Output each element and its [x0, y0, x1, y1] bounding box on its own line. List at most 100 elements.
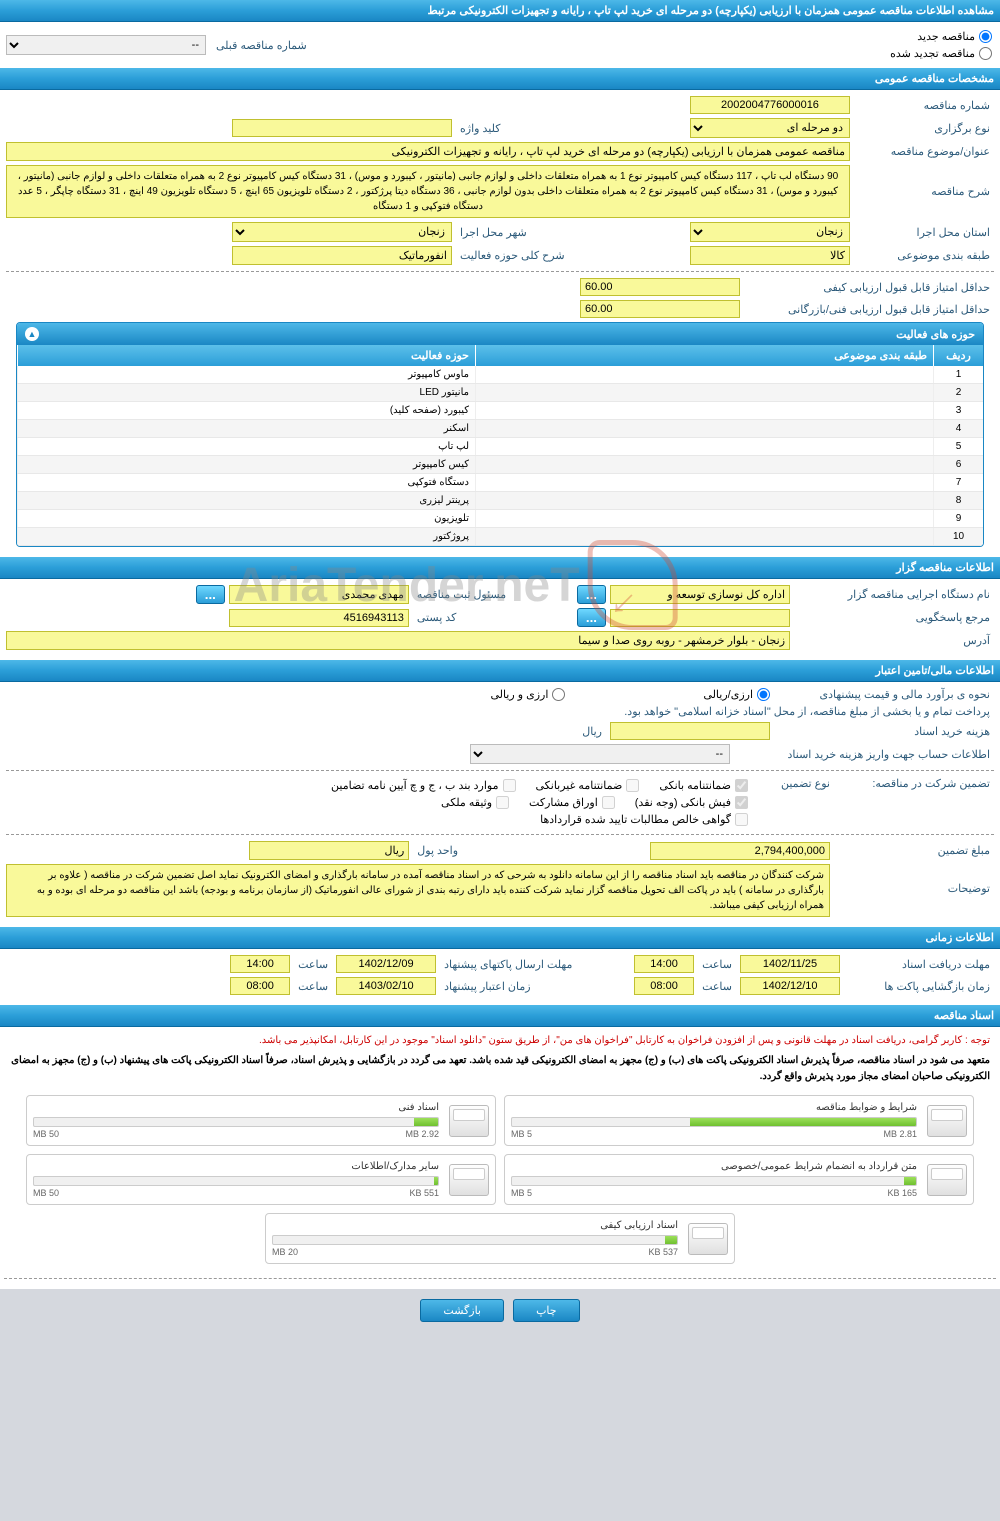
doc-cost-field[interactable]: [610, 722, 770, 740]
holding-type-label: نوع برگزاری: [854, 122, 994, 135]
subject-label: عنوان/موضوع مناقصه: [854, 145, 994, 158]
subject-class-label: طبقه بندی موضوعی: [854, 249, 994, 262]
g1-checkbox[interactable]: ضمانتنامه بانکی: [659, 779, 748, 792]
print-button[interactable]: چاپ: [513, 1299, 580, 1322]
g2-checkbox[interactable]: ضمانتنامه غیربانکی: [536, 779, 640, 792]
cell-cat: [475, 438, 933, 455]
doc-card[interactable]: اسناد فنی 2.92 MB50 MB: [26, 1095, 496, 1146]
description-field: 90 دستگاه لب تاپ ، 117 دستگاه کیس کامپیو…: [6, 165, 850, 218]
registrar-more-button[interactable]: ...: [196, 585, 225, 604]
doc-total: 5 MB: [511, 1129, 532, 1139]
registrar-label: مسئول ثبت مناقصه: [413, 588, 573, 601]
table-row: 10 پروژکتور: [17, 528, 983, 546]
exec-org-field: اداره کل نوسازی توسعه و: [610, 585, 790, 604]
doc-total: 50 MB: [33, 1129, 59, 1139]
send-deadline-label: مهلت ارسال پاکتهای پیشنهاد: [440, 958, 630, 971]
currency-both-radio[interactable]: ارزی و ریالی: [490, 688, 565, 701]
radio-new-tender[interactable]: مناقصه جدید: [917, 30, 992, 43]
description-label: شرح مناقصه: [854, 165, 994, 198]
folder-icon: [449, 1105, 489, 1137]
g7-checkbox[interactable]: گواهی خالص مطالبات تایید شده قراردادها: [540, 813, 748, 826]
send-time-label: ساعت: [294, 958, 332, 971]
doc-progress: [33, 1176, 439, 1186]
radio-new-input[interactable]: [979, 30, 992, 43]
doc-title: شرایط و ضوابط مناقصه: [511, 1102, 917, 1113]
section-docs-title: اسناد مناقصه: [0, 1005, 1000, 1027]
docs-note2: متعهد می شود در اسناد مناقصه، صرفاً پذیر…: [4, 1051, 996, 1087]
doc-card[interactable]: متن قرارداد به انضمام شرایط عمومی/خصوصی …: [504, 1154, 974, 1205]
radio-renewed-tender[interactable]: مناقصه تجدید شده: [890, 47, 992, 60]
cell-cat: [475, 366, 933, 383]
deposit-account-select[interactable]: --: [470, 744, 730, 764]
table-row: 2 مانیتور LED: [17, 384, 983, 402]
radio-renewed-label: مناقصه تجدید شده: [890, 47, 975, 60]
currency-both-label: ارزی و ریالی: [490, 688, 548, 701]
back-button[interactable]: بازگشت: [420, 1299, 504, 1322]
city-exec-select[interactable]: زنجان: [232, 222, 452, 242]
separator: [4, 1278, 996, 1279]
doc-progress: [272, 1235, 678, 1245]
registrar-field: مهدی محمدی: [229, 585, 409, 604]
cell-act: اسکنر: [17, 420, 475, 437]
exec-org-more-button[interactable]: ...: [577, 585, 606, 604]
section-owner-title: اطلاعات مناقصه گزار: [0, 557, 1000, 579]
activity-area-field: انفورماتیک: [232, 246, 452, 265]
open-time-field: 08:00: [634, 977, 694, 995]
min-tech-label: حداقل امتیاز قابل قبول ارزیابی فنی/بازرگ…: [744, 303, 994, 316]
min-tech-field: 60.00: [580, 300, 740, 318]
cell-idx: 5: [933, 438, 983, 455]
doc-used: 2.81 MB: [883, 1129, 917, 1139]
receive-deadline-label: مهلت دریافت اسناد: [844, 958, 994, 971]
g3-checkbox[interactable]: موارد بند ب ، ج و چ آیین نامه تضامین: [331, 779, 515, 792]
province-exec-select[interactable]: زنجان: [690, 222, 850, 242]
min-quality-label: حداقل امتیاز قابل قبول ارزیابی کیفی: [744, 281, 994, 294]
col-idx-header: ردیف: [933, 345, 983, 366]
contact-label: مرجع پاسخگویی: [794, 611, 994, 624]
province-exec-label: استان محل اجرا: [854, 226, 994, 239]
doc-title: اسناد فنی: [33, 1102, 439, 1113]
keyword-field[interactable]: [232, 119, 452, 137]
col-act-header: حوزه فعالیت: [17, 345, 475, 366]
doc-card[interactable]: اسناد ارزیابی کیفی 537 KB20 MB: [265, 1213, 735, 1264]
doc-card[interactable]: شرایط و ضوابط مناقصه 2.81 MB 5 MB: [504, 1095, 974, 1146]
prev-number-select[interactable]: --: [6, 35, 206, 55]
folder-icon: [688, 1223, 728, 1255]
validity-date-field: 1403/02/10: [336, 977, 436, 995]
estimate-label: نحوه ی برآورد مالی و قیمت پیشنهادی: [774, 688, 994, 701]
city-exec-label: شهر محل اجرا: [456, 226, 686, 239]
g6-checkbox[interactable]: وثیقه ملکی: [441, 796, 509, 809]
activity-area-label: شرح کلی حوزه فعالیت: [456, 249, 686, 262]
table-row: 9 تلویزیون: [17, 510, 983, 528]
cell-act: کیس کامپیوتر: [17, 456, 475, 473]
currency-fx-radio[interactable]: ارزی/ریالی: [703, 688, 770, 701]
radio-renewed-input[interactable]: [979, 47, 992, 60]
cell-cat: [475, 492, 933, 509]
doc-total: 20 MB: [272, 1247, 298, 1257]
separator: [6, 770, 994, 771]
doc-cost-label: هزینه خرید اسناد: [774, 725, 994, 738]
money-unit-label: واحد پول: [413, 844, 462, 857]
collapse-icon[interactable]: ▲: [25, 327, 39, 341]
table-row: 5 لپ تاپ: [17, 438, 983, 456]
section-timing-title: اطلاعات زمانی: [0, 927, 1000, 949]
table-row: 3 کیبورد (صفحه کلید): [17, 402, 983, 420]
doc-card[interactable]: سایر مدارک/اطلاعات 551 KB50 MB: [26, 1154, 496, 1205]
currency-fx-label: ارزی/ریالی: [703, 688, 753, 701]
doc-used: 165 KB: [887, 1188, 917, 1198]
g4-checkbox[interactable]: فیش بانکی (وجه نقد): [635, 796, 748, 809]
keyword-label: کلید واژه: [456, 122, 686, 135]
cell-cat: [475, 510, 933, 527]
doc-progress: [511, 1176, 917, 1186]
activity-table: حوزه های فعالیت ▲ ردیف طبقه بندی موضوعی …: [16, 322, 984, 547]
subject-field: مناقصه عمومی همزمان با ارزیابی (یکپارچه)…: [6, 142, 850, 161]
doc-title: سایر مدارک/اطلاعات: [33, 1161, 439, 1172]
g5-checkbox[interactable]: اوراق مشارکت: [529, 796, 615, 809]
contact-more-button[interactable]: ...: [577, 608, 606, 627]
open-date-field: 1402/12/10: [740, 977, 840, 995]
cell-cat: [475, 474, 933, 491]
holding-type-select[interactable]: دو مرحله ای: [690, 118, 850, 138]
notes-label: توضیحات: [834, 864, 994, 895]
page-title: مشاهده اطلاعات مناقصه عمومی همزمان با ار…: [0, 0, 1000, 22]
tender-number-label: شماره مناقصه: [854, 99, 994, 112]
separator: [6, 271, 994, 272]
